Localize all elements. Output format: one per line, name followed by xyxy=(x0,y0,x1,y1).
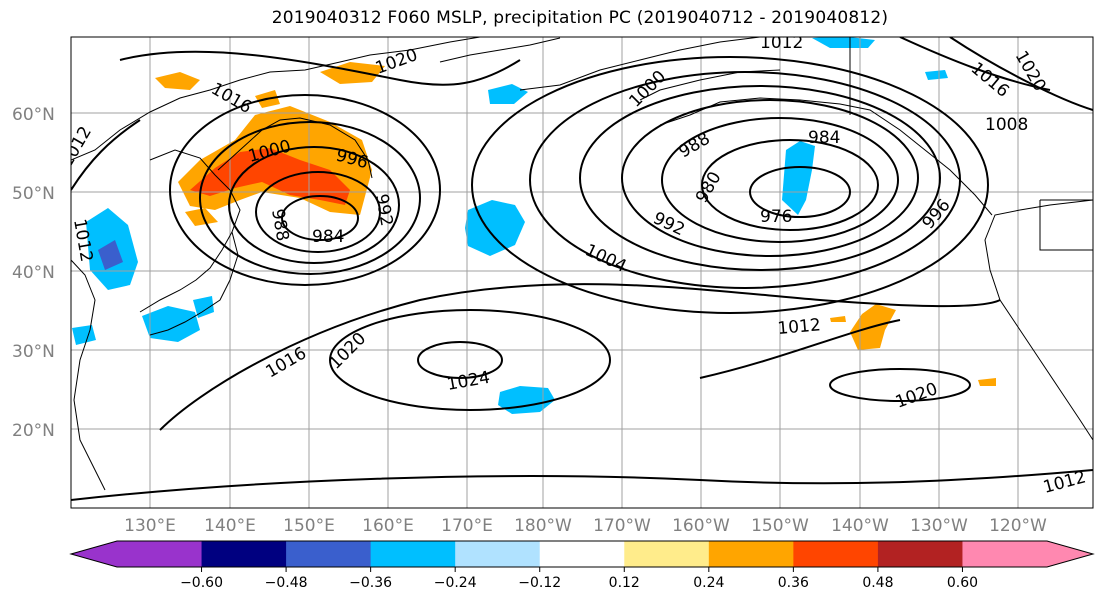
isobar-label: 1020 xyxy=(893,379,940,413)
gridlines xyxy=(71,37,1093,508)
colorbar-outline xyxy=(69,540,1095,568)
isobar-label: 1008 xyxy=(985,115,1028,135)
colorbar-segment xyxy=(370,541,456,567)
colorbar-segments xyxy=(117,541,1048,567)
colorbar-tick-label: 0.36 xyxy=(778,575,809,591)
lon-label: 130°W xyxy=(910,516,968,536)
colorbar-segment xyxy=(793,541,879,567)
lat-label: 60°N xyxy=(12,105,55,125)
lon-label: 130°E xyxy=(124,516,176,536)
lon-label: 140°E xyxy=(204,516,256,536)
colorbar-segment xyxy=(708,541,794,567)
lat-label: 50°N xyxy=(12,184,55,204)
map-frame xyxy=(70,36,1094,509)
colorbar-segment xyxy=(962,541,1048,567)
isobar-label: 1016 xyxy=(967,59,1013,102)
colorbar-segment xyxy=(539,541,625,567)
coastlines xyxy=(71,37,1093,491)
colorbar-segment xyxy=(201,541,287,567)
colorbar-segment xyxy=(286,541,372,567)
isobar-label: 1020 xyxy=(373,45,420,79)
isobar-label: 1016 xyxy=(263,343,310,382)
colorbar-tick-label: −0.24 xyxy=(434,575,477,591)
lon-label: 150°E xyxy=(283,516,335,536)
isobar-label: 988 xyxy=(676,129,714,163)
colorbar-segment xyxy=(624,541,710,567)
isobar-label: 1024 xyxy=(445,368,491,395)
isobar-label: 976 xyxy=(760,207,792,227)
lon-label: 170°W xyxy=(593,516,651,536)
isobar-label: 1016 xyxy=(208,79,255,118)
isobar-label: 1020 xyxy=(1011,48,1050,95)
lon-label: 160°W xyxy=(672,516,730,536)
colorbar-tick-label: 0.24 xyxy=(693,575,724,591)
lon-label: 160°E xyxy=(362,516,414,536)
map-panel: 1012 1020 1016 1012 1000 996 992 984 988… xyxy=(70,33,1094,509)
isobar-label: 1012 xyxy=(1041,467,1088,498)
colorbar-extend-low xyxy=(71,541,117,567)
longitude-labels: 130°E 140°E 150°E 160°E 170°E 180°W 170°… xyxy=(124,516,1047,536)
figure-title: 2019040312 F060 MSLP, precipitation PC (… xyxy=(271,8,889,28)
isobar-label: 996 xyxy=(919,195,955,233)
isobar-label: 984 xyxy=(808,128,840,148)
lon-label: 170°E xyxy=(441,516,493,536)
lat-label: 40°N xyxy=(12,263,55,283)
lat-label: 20°N xyxy=(12,421,55,441)
colorbar-tick-label: 0.48 xyxy=(862,575,893,591)
colorbar-tick-label: −0.60 xyxy=(180,575,223,591)
colorbar-ticks: −0.60 −0.48 −0.36 −0.24 −0.12 0.12 0.24 0.36 0.4… xyxy=(180,567,978,591)
colorbar-tick-label: 0.12 xyxy=(609,575,640,591)
colorbar: −0.60 −0.48 −0.36 −0.24 −0.12 0.12 0.24 0.36 0.4… xyxy=(69,540,1095,591)
colorbar-segment xyxy=(117,541,203,567)
lon-label: 120°W xyxy=(989,516,1047,536)
lon-label: 180°W xyxy=(514,516,572,536)
isobar-label: 1012 xyxy=(760,33,803,53)
precip-shading xyxy=(72,37,996,414)
lat-label: 30°N xyxy=(12,342,55,362)
colorbar-tick-label: −0.36 xyxy=(349,575,392,591)
colorbar-tick-label: 0.60 xyxy=(947,575,978,591)
lon-label: 150°W xyxy=(751,516,809,536)
colorbar-tick-label: −0.12 xyxy=(518,575,561,591)
lon-label: 140°W xyxy=(831,516,889,536)
latitude-labels: 60°N 50°N 40°N 30°N 20°N xyxy=(12,105,55,441)
colorbar-extend-high xyxy=(1047,541,1093,567)
isobar-label: 992 xyxy=(371,192,396,227)
isobar-label: 984 xyxy=(312,227,344,247)
colorbar-segment xyxy=(455,541,541,567)
isobar-contours xyxy=(71,37,1093,501)
isobar-label: 980 xyxy=(692,168,726,206)
colorbar-tick-label: −0.48 xyxy=(265,575,308,591)
colorbar-segment xyxy=(877,541,963,567)
isobar-label: 1012 xyxy=(777,315,822,339)
